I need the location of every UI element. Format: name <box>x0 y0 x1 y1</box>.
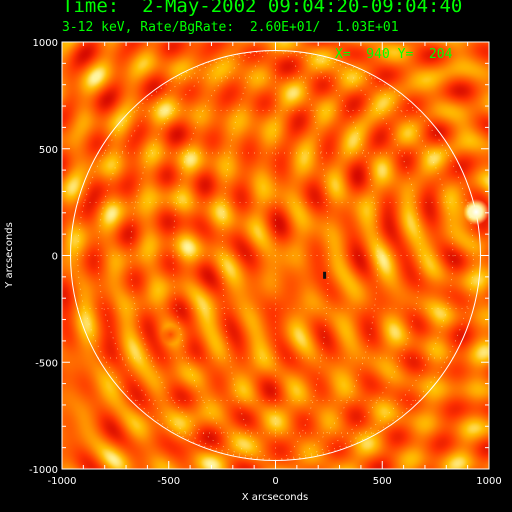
longitude-line <box>275 50 474 461</box>
longitude-line <box>275 50 421 461</box>
y-axis-label: Y arcseconds <box>4 222 15 289</box>
axes: -1000 -500 0 500 1000 -1000 -500 0 500 1000 <box>29 38 502 487</box>
x-tick-label: -500 <box>157 476 180 487</box>
longitude-line <box>97 50 276 461</box>
solar-limb <box>70 50 481 461</box>
header: Time: 2-May-2002 09:04:20-09:04:40 3-12 … <box>0 0 512 40</box>
x-tick-label: 0 <box>272 476 278 487</box>
source-marker <box>323 271 327 279</box>
longitude-line <box>77 50 276 461</box>
x-axis-label: X arcseconds <box>242 492 308 503</box>
x-tick-label: -1000 <box>47 476 76 487</box>
longitude-line <box>275 50 454 461</box>
chart-title: Time: 2-May-2002 09:04:20-09:04:40 <box>62 0 463 17</box>
x-tick-label: 500 <box>373 476 392 487</box>
chart-subtitle: 3-12 keV, Rate/BgRate: 2.60E+01/ 1.03E+0… <box>62 20 399 35</box>
bright-source <box>463 198 490 225</box>
y-tick-label: -500 <box>35 358 58 369</box>
y-tick-label: 0 <box>52 252 58 263</box>
y-tick-label: 500 <box>39 145 58 156</box>
x-tick-label: 1000 <box>476 476 501 487</box>
heliographic-grid <box>70 50 481 461</box>
y-tick-label: 1000 <box>33 38 58 49</box>
y-tick-label: -1000 <box>29 465 58 476</box>
marks <box>70 50 490 461</box>
cursor-readout: X= 940 Y= 204 <box>335 47 453 62</box>
longitude-line <box>130 50 276 461</box>
